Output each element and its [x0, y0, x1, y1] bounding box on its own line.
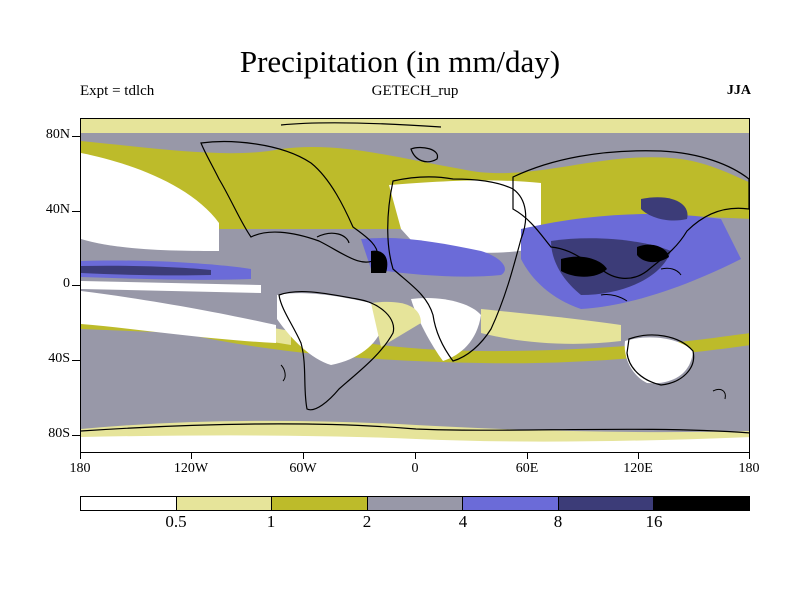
coastlines	[81, 122, 749, 434]
w-pacific-peak	[637, 244, 669, 263]
season-label: JJA	[726, 83, 751, 98]
colorbar-bin-3	[367, 497, 464, 510]
se-pacific-dry	[81, 291, 276, 343]
s-atlantic-dry	[371, 301, 421, 347]
lat-tick	[72, 360, 80, 361]
lon-label-60w: 60W	[289, 461, 317, 476]
sh-storm-track	[81, 309, 749, 364]
colorbar-label-1: 1	[266, 512, 276, 531]
lat-label-80n: 80N	[45, 127, 70, 142]
antarctic-white	[81, 435, 749, 452]
lat-tick	[72, 211, 80, 212]
lon-tick	[415, 453, 416, 459]
lon-label-60e: 60E	[515, 461, 539, 476]
map-title: Precipitation (in mm/day)	[239, 44, 561, 79]
colorbar-label-16: 16	[645, 512, 663, 531]
lat-label-80s: 80S	[48, 426, 70, 441]
lon-label-0: 0	[411, 461, 419, 476]
monsoon-peak	[561, 256, 607, 277]
s-indian-dry	[481, 309, 621, 344]
pacific-itcz-core	[81, 265, 211, 276]
precipitation-map	[80, 118, 750, 453]
lon-tick	[303, 453, 304, 459]
n-china-wet	[641, 197, 688, 221]
experiment-label: Expt = tdlch	[80, 83, 155, 99]
w-africa-monsoon	[361, 237, 505, 277]
dataset-label: GETECH_rup	[371, 83, 459, 99]
w-africa-core	[371, 250, 388, 273]
colorbar-label-2: 2	[362, 512, 372, 531]
lon-label-180e: 180	[738, 461, 760, 476]
lat-label-0: 0	[63, 276, 70, 291]
colorbar	[80, 496, 750, 511]
s-africa-dry	[411, 297, 481, 361]
lon-label-120w: 120W	[173, 461, 209, 476]
colorbar-label-0-5: 0.5	[165, 512, 187, 531]
lon-tick	[749, 453, 750, 459]
lon-tick	[527, 453, 528, 459]
sahara-dry	[389, 180, 541, 253]
colorbar-label-4: 4	[458, 512, 468, 531]
s-america-dry	[277, 293, 384, 365]
colorbar-bin-4	[463, 497, 559, 510]
colorbar-bin-0	[81, 497, 177, 510]
lat-tick	[72, 285, 80, 286]
lon-label-180w: 180	[69, 461, 91, 476]
colorbar-bin-2	[272, 497, 368, 510]
colorbar-label-8: 8	[553, 512, 563, 531]
colorbar-bin-6	[654, 497, 750, 510]
australia-dry	[624, 337, 693, 384]
lat-label-40s: 40S	[48, 351, 70, 366]
colorbar-bin-5	[558, 497, 655, 510]
small-islands	[280, 267, 726, 400]
lon-tick	[80, 453, 81, 459]
ne-pacific-dry	[81, 153, 219, 251]
colorbar-bin-1	[176, 497, 273, 510]
lon-tick	[191, 453, 192, 459]
lon-label-120e: 120E	[623, 461, 653, 476]
lat-tick	[72, 435, 80, 436]
equator-dry-strip	[81, 281, 261, 293]
lat-label-40n: 40N	[45, 202, 70, 217]
lon-tick	[638, 453, 639, 459]
lat-tick	[72, 136, 80, 137]
